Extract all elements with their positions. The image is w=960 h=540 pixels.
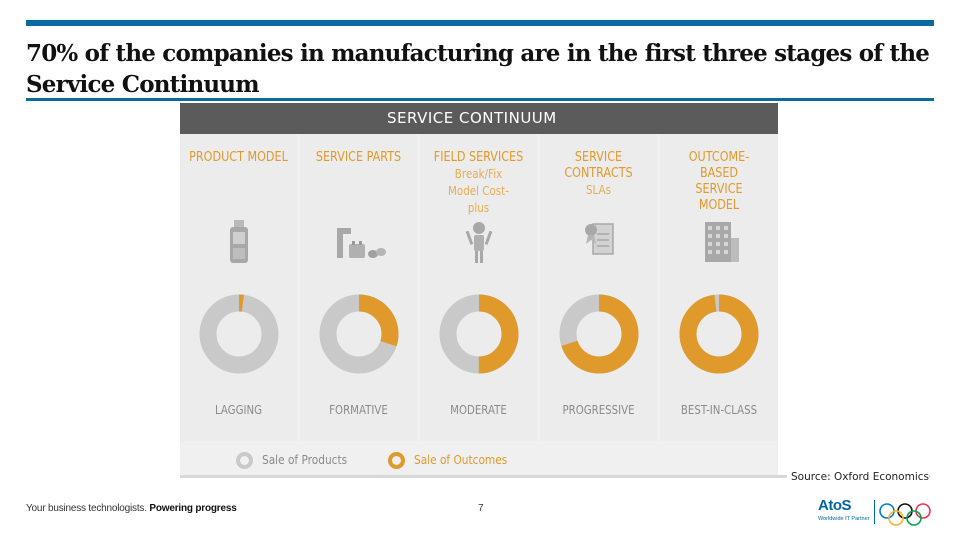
atos-logo: AtoS Worldwide IT Partner — [814, 497, 934, 531]
legend-outcomes-label: Sale of Outcomes — [414, 453, 508, 467]
stage-label: BEST-IN-CLASS — [680, 403, 758, 417]
atos-tagline: Worldwide IT Partner — [818, 516, 870, 522]
stage-title: PRODUCT MODEL — [189, 150, 288, 165]
stage-field-services: FIELD SERVICES Break/Fix Model Cost-plus… — [420, 134, 537, 441]
atos-wordmark: AtoS — [818, 497, 852, 514]
stage-title: SERVICE PARTS — [315, 150, 402, 165]
outcomes-arc — [559, 294, 638, 374]
stage-subtitle: SLAs — [586, 183, 611, 197]
stage-label: LAGGING — [214, 403, 263, 417]
olympic-rings-icon — [879, 503, 931, 526]
title-rule — [26, 98, 934, 101]
outcomes-arc — [679, 294, 759, 374]
legend-products: Sale of Products — [236, 451, 359, 469]
donut-chart — [319, 294, 398, 374]
stage-title: SERVICE CONTRACTS SLAs — [548, 150, 649, 199]
logo-divider — [874, 500, 875, 524]
top-rule — [26, 20, 934, 26]
phone-icon — [229, 220, 248, 263]
stage-service-parts: SERVICE PARTS FORMATIVE — [300, 134, 417, 441]
products-ring-icon — [236, 451, 253, 469]
stage-outcome-based: OUTCOME-BASED SERVICE MODEL BEST-IN-CLAS… — [660, 134, 778, 441]
stage-subtitle: Break/Fix Model Cost-plus — [448, 167, 509, 215]
infographic-header: SERVICE CONTINUUM — [180, 103, 778, 134]
donut-chart — [199, 294, 278, 374]
parts-icon — [336, 228, 386, 258]
legend-products-label: Sale of Products — [262, 453, 348, 467]
stage-label: MODERATE — [450, 403, 507, 417]
donut-chart — [679, 294, 759, 374]
stage-product-model: PRODUCT MODEL LAGGING — [180, 134, 297, 441]
slide-title: 70% of the companies in manufacturing ar… — [26, 40, 930, 98]
outcomes-arc — [439, 294, 518, 374]
products-ring — [199, 294, 278, 374]
legend: Sale of Products Sale of Outcomes — [180, 441, 778, 478]
outcomes-arc — [319, 294, 398, 374]
footer-tagline: Your business technologists. Powering pr… — [26, 503, 237, 514]
certificate-icon — [584, 223, 614, 255]
stage-service-contracts: SERVICE CONTRACTS SLAs PROGRESSIVE — [540, 134, 657, 441]
tagline-plain: Your business technologists. — [26, 503, 147, 514]
tagline-bold: Powering progress — [149, 503, 237, 514]
stages: PRODUCT MODEL LAGGING SERVICE PARTS — [180, 134, 778, 441]
legend-outcomes: Sale of Outcomes — [388, 451, 520, 469]
donut-chart — [559, 294, 638, 374]
service-continuum-infographic: SERVICE CONTINUUM PRODUCT MODEL LAGGING … — [180, 103, 778, 478]
outcomes-arc — [199, 294, 278, 374]
page-number: 7 — [478, 503, 484, 514]
technician-icon — [465, 222, 492, 263]
building-icon — [705, 222, 739, 262]
stage-title: FIELD SERVICES Break/Fix Model Cost-plus — [433, 150, 524, 215]
source-note: Source: Oxford Economics — [787, 471, 929, 483]
outcomes-ring-icon — [388, 451, 405, 469]
stage-label: FORMATIVE — [329, 403, 388, 417]
stage-label: PROGRESSIVE — [562, 403, 635, 417]
bottom-strip — [180, 475, 930, 478]
donut-chart — [439, 294, 518, 374]
stage-title: OUTCOME-BASED SERVICE MODEL — [688, 150, 750, 213]
